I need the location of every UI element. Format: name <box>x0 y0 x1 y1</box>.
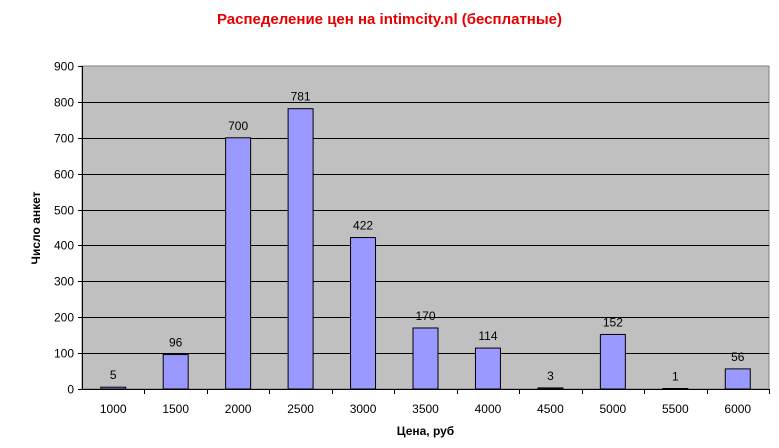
bar <box>599 333 626 390</box>
bar <box>350 237 377 390</box>
data-label: 5 <box>110 368 117 382</box>
data-label: 700 <box>228 119 248 133</box>
bar <box>162 354 189 390</box>
data-label: 3 <box>547 369 554 383</box>
y-tick-label: 400 <box>54 239 74 253</box>
data-label: 114 <box>478 329 497 343</box>
data-label: 1 <box>672 370 679 384</box>
x-tick-label: 1500 <box>162 402 189 416</box>
bar <box>662 388 689 390</box>
x-tick-label: 2000 <box>225 402 252 416</box>
y-tick-label: 600 <box>54 168 74 182</box>
bar <box>537 387 564 390</box>
x-tick-label: 2500 <box>287 402 314 416</box>
x-tick-label: 3000 <box>350 402 377 416</box>
y-tick-label: 800 <box>54 96 74 110</box>
x-tick-label: 5000 <box>600 402 627 416</box>
x-tick-label: 3500 <box>412 402 439 416</box>
bar <box>225 137 252 390</box>
bar <box>287 108 314 390</box>
bar <box>100 386 127 390</box>
y-tick-label: 900 <box>54 60 74 74</box>
data-label: 56 <box>731 350 745 364</box>
x-tick-label: 5500 <box>662 402 689 416</box>
data-label: 96 <box>169 336 183 350</box>
bar <box>724 368 751 390</box>
y-axis-label: Число анкет <box>29 191 43 265</box>
y-tick-label: 700 <box>54 132 74 146</box>
y-tick-label: 100 <box>54 347 74 361</box>
x-tick-label: 4500 <box>537 402 564 416</box>
x-tick-label: 4000 <box>475 402 502 416</box>
data-label: 781 <box>291 90 311 104</box>
y-tick-label: 500 <box>54 204 74 218</box>
data-label: 422 <box>353 219 373 233</box>
bar <box>474 347 501 390</box>
data-label: 152 <box>603 315 623 329</box>
x-tick-label: 1000 <box>100 402 127 416</box>
bar <box>412 327 439 390</box>
chart-title: Распеделение цен на intimcity.nl (беспла… <box>216 11 563 28</box>
y-tick-label: 0 <box>67 383 74 397</box>
x-tick-label: 6000 <box>724 402 751 416</box>
y-tick-label: 300 <box>54 275 74 289</box>
x-axis-label: Цена, руб <box>396 424 455 438</box>
data-label: 170 <box>415 309 435 323</box>
y-tick-label: 200 <box>54 311 74 325</box>
